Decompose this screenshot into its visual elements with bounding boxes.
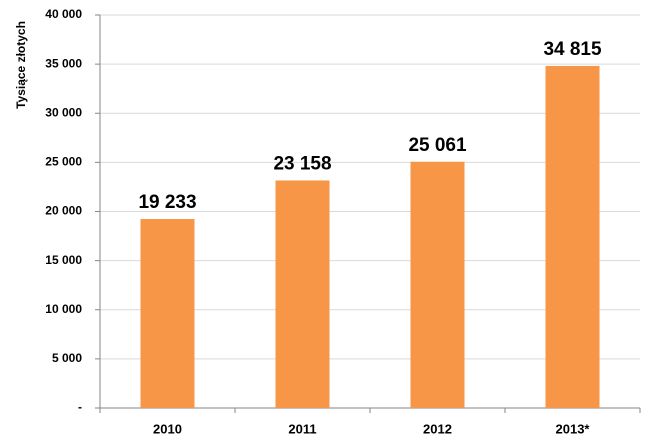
x-tick-label: 2011 — [288, 421, 316, 436]
bar — [410, 161, 465, 408]
value-label: 23 158 — [273, 153, 331, 174]
bar — [140, 219, 195, 408]
value-label: 34 815 — [543, 39, 602, 60]
y-tick-label: 10 000 — [45, 302, 82, 316]
value-label: 19 233 — [138, 192, 196, 213]
y-tick-label: 15 000 — [45, 253, 82, 267]
y-tick-label: 40 000 — [45, 7, 82, 21]
y-tick-label: 35 000 — [45, 56, 82, 70]
y-axis-label: Tysiące złotych — [14, 21, 28, 109]
bar — [545, 65, 600, 408]
value-label: 25 061 — [408, 135, 467, 156]
x-tick-label: 2010 — [153, 421, 182, 436]
x-tick-label: 2013* — [556, 421, 591, 436]
y-tick-label: 20 000 — [45, 204, 82, 218]
bar — [275, 180, 330, 408]
y-tick-label: 30 000 — [45, 105, 82, 119]
y-tick-label: - — [78, 400, 82, 414]
y-tick-label: 25 000 — [45, 155, 82, 169]
y-tick-label: 5 000 — [52, 351, 82, 365]
x-tick-label: 2012 — [423, 421, 452, 436]
